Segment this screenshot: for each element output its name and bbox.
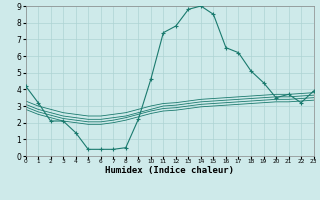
X-axis label: Humidex (Indice chaleur): Humidex (Indice chaleur) xyxy=(105,166,234,175)
